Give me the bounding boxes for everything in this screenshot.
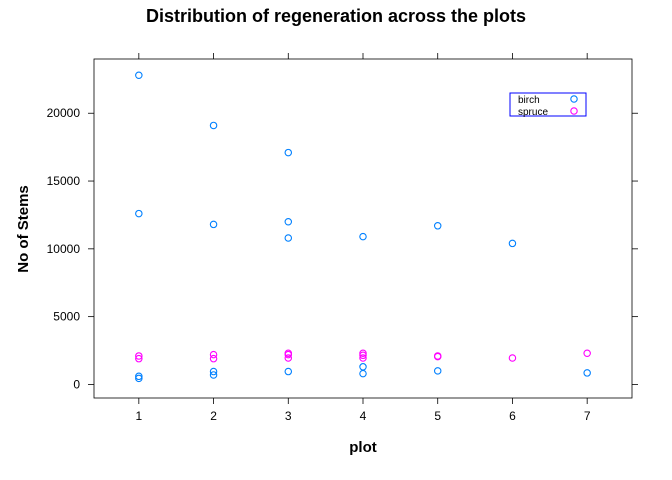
data-point-spruce: [508, 354, 517, 362]
x-tick-label: 7: [584, 409, 591, 423]
chart-title: Distribution of regeneration across the …: [146, 6, 526, 26]
data-point-birch: [284, 234, 293, 242]
x-axis-title: plot: [349, 439, 377, 456]
data-point-spruce: [284, 354, 293, 362]
data-point-birch: [284, 217, 293, 226]
data-point-spruce: [209, 350, 218, 359]
y-tick-label: 10000: [47, 242, 81, 256]
data-point-spruce: [359, 349, 367, 358]
legend-marker-spruce: [570, 107, 578, 115]
data-point-birch: [284, 148, 293, 157]
x-tick-label: 3: [285, 409, 292, 423]
data-point-spruce: [359, 351, 367, 360]
data-point-birch: [359, 363, 367, 371]
data-point-spruce: [359, 354, 367, 362]
x-tick-label: 2: [210, 409, 217, 423]
data-point-birch: [135, 71, 143, 80]
y-tick-label: 15000: [47, 174, 81, 188]
data-point-spruce: [284, 350, 293, 359]
x-tick-label: 1: [135, 409, 142, 423]
data-point-birch: [209, 367, 218, 376]
data-point-birch: [359, 232, 367, 241]
data-points: [135, 71, 591, 383]
data-point-birch: [135, 372, 143, 381]
data-point-birch: [209, 371, 218, 379]
x-tick-label: 6: [509, 409, 516, 423]
data-point-spruce: [135, 354, 143, 363]
legend-box: [509, 92, 587, 117]
data-point-birch: [433, 367, 442, 375]
data-point-birch: [209, 121, 218, 130]
data-point-birch: [135, 374, 143, 383]
data-point-birch: [508, 239, 517, 248]
legend-label-birch: birch: [518, 95, 540, 106]
legend-label-spruce: spruce: [518, 107, 548, 118]
y-tick-label: 0: [73, 377, 80, 391]
plot-area: [93, 58, 633, 399]
data-point-birch: [209, 220, 218, 229]
y-tick-label: 5000: [53, 310, 80, 324]
y-axis-title: No of Stems: [15, 185, 32, 273]
data-point-birch: [135, 209, 143, 218]
data-point-spruce: [209, 354, 218, 363]
legend-marker-birch: [570, 95, 578, 103]
y-tick-label: 20000: [47, 106, 81, 120]
x-tick-label: 5: [434, 409, 441, 423]
data-point-birch: [284, 367, 293, 376]
data-point-spruce: [433, 352, 442, 361]
data-point-spruce: [135, 352, 143, 360]
legend: birch spruce: [509, 92, 587, 118]
data-point-birch: [359, 369, 367, 378]
data-point-birch: [583, 369, 591, 377]
axes: 1 2 3 4 5 6 7 0 5000 10000 15000 20000: [47, 53, 638, 423]
data-point-birch: [433, 222, 442, 230]
x-tick-label: 4: [360, 409, 367, 423]
data-point-spruce: [583, 349, 591, 358]
